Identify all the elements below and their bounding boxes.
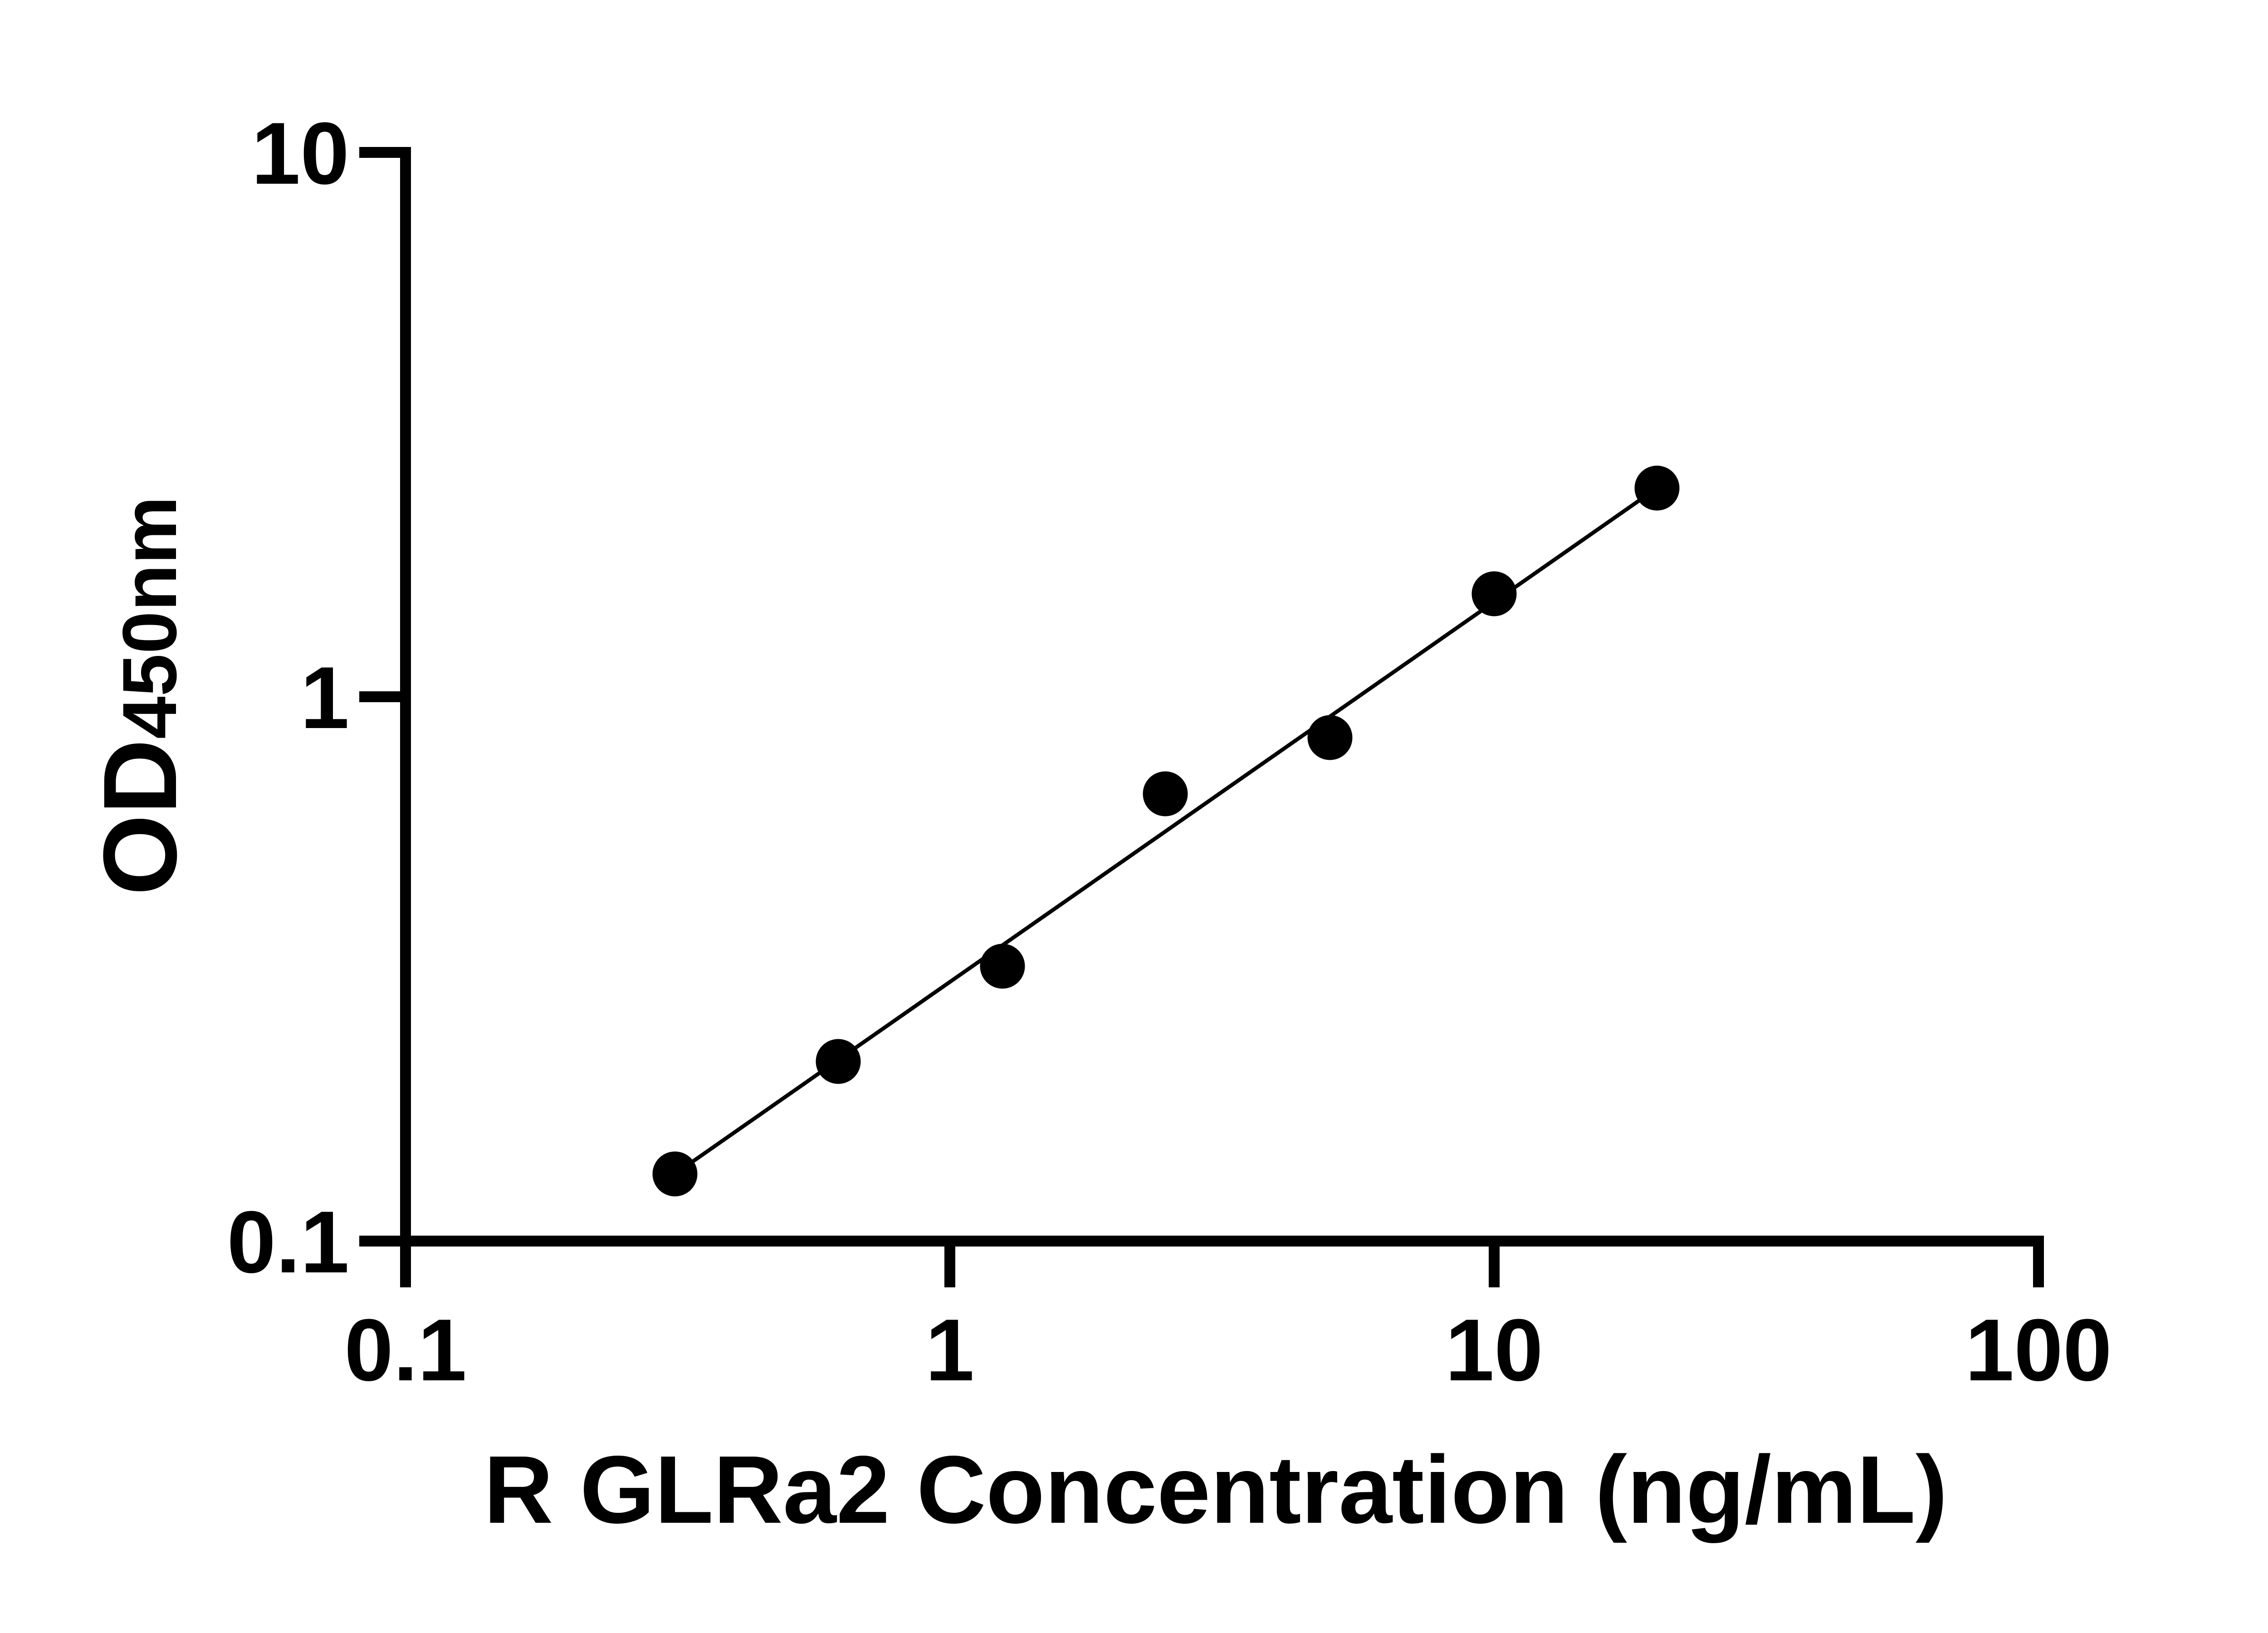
svg-text:1: 1 <box>925 1301 974 1399</box>
svg-text:0.1: 0.1 <box>227 1193 349 1291</box>
svg-text:0.1: 0.1 <box>344 1301 467 1399</box>
svg-text:100: 100 <box>1965 1301 2112 1399</box>
svg-text:10: 10 <box>1445 1301 1543 1399</box>
svg-text:R GLRa2 Concentration (ng/mL): R GLRa2 Concentration (ng/mL) <box>484 1436 1947 1543</box>
svg-text:10: 10 <box>251 104 349 203</box>
svg-text:1: 1 <box>300 649 349 747</box>
